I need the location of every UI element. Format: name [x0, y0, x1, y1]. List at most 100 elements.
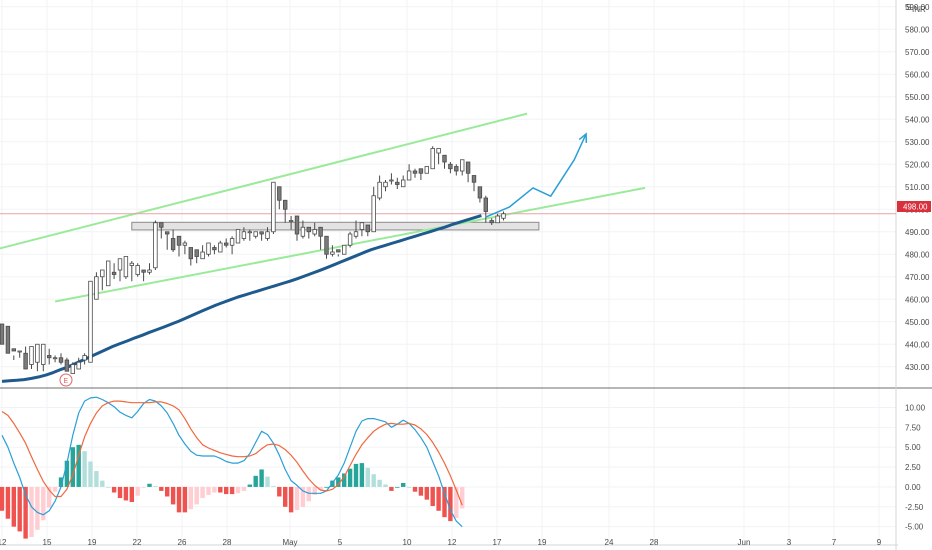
price-tick-label: 480.00 — [905, 250, 930, 259]
candle-body — [265, 231, 270, 239]
macd-histogram-bar — [253, 475, 258, 487]
candle-body — [129, 262, 134, 266]
macd-histogram-bar — [47, 486, 52, 508]
currency-label: INR — [912, 5, 926, 14]
macd-histogram-bar — [165, 486, 170, 497]
projection-path — [485, 133, 587, 218]
macd-histogram-bar — [135, 486, 140, 496]
macd-histogram-bar — [336, 477, 341, 487]
candle-body — [170, 238, 176, 251]
macd-histogram-bar — [70, 447, 75, 487]
grid-lines — [0, 0, 896, 545]
candle-body — [277, 186, 282, 201]
macd-histogram-bar — [218, 486, 223, 493]
scale-marker[interactable]: S — [906, 3, 911, 12]
macd-tick-label: 7.50 — [905, 423, 921, 432]
macd-histogram-bar — [241, 486, 247, 491]
macd-histogram-bar — [283, 486, 288, 507]
candle-body — [58, 357, 64, 363]
price-tick-label: 570.00 — [905, 48, 930, 57]
candle-body — [0, 323, 5, 345]
moving-average-line — [1, 214, 482, 383]
candle-body — [330, 251, 335, 255]
time-tick-label: 7 — [832, 538, 837, 547]
macd-histogram-bar — [182, 486, 188, 513]
time-tick-label: 26 — [178, 538, 187, 547]
macd-histogram-bar — [176, 486, 182, 513]
candle-body — [64, 359, 70, 372]
macd-histogram-bar — [406, 486, 412, 488]
price-tick-label: 450.00 — [905, 318, 930, 327]
macd-tick-label: 2.50 — [905, 463, 921, 472]
time-tick-label: 19 — [88, 538, 97, 547]
candle-body — [383, 181, 388, 188]
candle-body — [347, 233, 353, 246]
macd-histogram-bar — [454, 486, 459, 518]
axis-corner — [898, 538, 932, 550]
macd-histogram-bar — [23, 486, 28, 539]
macd-tick-label: -2.50 — [905, 503, 924, 512]
price-pane[interactable] — [0, 112, 896, 383]
macd-histogram-bar — [359, 463, 365, 487]
candle-body — [70, 364, 75, 374]
earnings-marker-label: E — [64, 378, 69, 385]
macd-histogram-bar — [312, 486, 317, 495]
candle-body — [489, 220, 494, 224]
candle-body — [76, 361, 81, 370]
projection-arrowhead — [578, 132, 588, 143]
candle-body — [377, 181, 382, 199]
macd-histogram-bar — [318, 486, 323, 491]
earnings-marker-circle — [59, 373, 73, 387]
macd-histogram-bar — [259, 469, 264, 487]
macd-histogram-bar — [442, 486, 447, 518]
macd-histogram-bar — [88, 461, 93, 487]
macd-histogram-bar — [5, 486, 11, 519]
macd-histogram-bar — [412, 486, 418, 492]
earnings-marker[interactable]: E — [59, 373, 73, 387]
candle-body — [229, 238, 235, 246]
candle-body — [300, 226, 306, 237]
candle-body — [371, 195, 376, 233]
macd-histogram-bar — [111, 486, 117, 493]
candle-body — [318, 226, 323, 237]
macd-histogram-bar — [58, 477, 64, 487]
macd-pane[interactable] — [0, 396, 465, 539]
candle-body — [312, 229, 317, 235]
candle-body — [176, 235, 182, 246]
candle-body — [454, 166, 459, 172]
macd-histogram-bar — [11, 486, 16, 527]
time-tick-label: 28 — [650, 538, 659, 547]
candle-body — [483, 197, 488, 212]
time-tick-label: 15 — [43, 538, 52, 547]
time-tick-label: 28 — [223, 538, 232, 547]
candle-body — [159, 222, 164, 228]
time-tick-label: Jun — [738, 538, 751, 547]
price-tick-label: 580.00 — [905, 25, 930, 34]
candle-body — [123, 256, 129, 278]
macd-histogram-bar — [271, 486, 276, 487]
candle-body — [359, 222, 365, 230]
time-axis[interactable]: 12 15 19 22 26 28 May 5 10 12 17 19 24 28 Jun 3 7 9 — [0, 538, 882, 547]
candle-body — [29, 346, 34, 365]
macd-histogram-bar — [324, 486, 329, 488]
macd-histogram-bar — [460, 486, 465, 509]
macd-histogram-bar — [418, 486, 424, 496]
candle-body — [412, 170, 418, 174]
macd-axis[interactable]: 10.00 7.50 5.00 2.50 0.00 -2.50 -5.00 — [905, 403, 926, 531]
price-tick-label: 540.00 — [905, 115, 930, 124]
candle-body — [353, 231, 359, 237]
price-axis[interactable]: 430.00 440.00 450.00 460.00 470.00 480.00 490.… — [905, 3, 930, 372]
candle-body — [406, 170, 412, 181]
time-tick-label: 12 — [448, 538, 457, 547]
price-tick-label: 560.00 — [905, 70, 930, 79]
candle-body — [324, 235, 329, 255]
macd-histogram-bar — [41, 486, 46, 521]
macd-histogram-bar — [100, 480, 105, 487]
candle-body — [94, 276, 99, 300]
current-price-tag — [897, 201, 931, 212]
candle-body — [288, 220, 294, 222]
candle-body — [11, 348, 16, 352]
candle-body — [47, 355, 52, 359]
candle-body — [241, 231, 247, 239]
